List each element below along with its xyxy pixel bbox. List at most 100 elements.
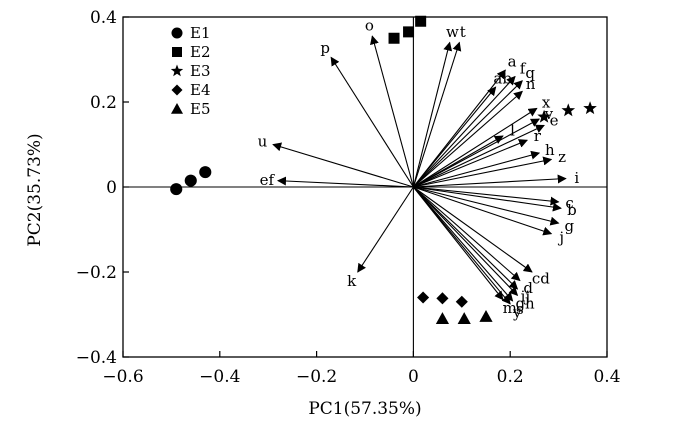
legend-label-e1: E1 bbox=[190, 24, 211, 42]
vector-arrow-s bbox=[412, 186, 514, 302]
vector-arrow-q bbox=[413, 80, 523, 188]
vector-label-ij: ij bbox=[521, 288, 530, 306]
vector-arrow-f bbox=[412, 75, 516, 188]
vector-arrow-h bbox=[413, 150, 541, 188]
vector-label-j: j bbox=[557, 228, 564, 246]
x-tick-label: 0.2 bbox=[497, 367, 524, 387]
y-axis-label: PC2(35.73%) bbox=[25, 133, 45, 246]
vector-label-n: n bbox=[526, 75, 536, 93]
x-tick-label: −0.2 bbox=[296, 367, 337, 387]
vector-arrow-n bbox=[413, 90, 523, 188]
y-tick-label: −0.4 bbox=[76, 348, 117, 368]
point-e4 bbox=[417, 291, 430, 304]
x-axis-label: PC1(57.35%) bbox=[308, 399, 421, 419]
vector-arrow-i bbox=[413, 174, 567, 188]
point-e1 bbox=[170, 183, 183, 196]
vector-label-gh: gh bbox=[515, 294, 535, 312]
vector-arrow-z bbox=[413, 156, 553, 188]
x-tick-label: 0.4 bbox=[593, 367, 620, 387]
legend-marker-e4 bbox=[171, 84, 183, 96]
legend-marker-e5 bbox=[171, 103, 183, 114]
legend-marker-e2 bbox=[172, 47, 182, 57]
vector-label-e: e bbox=[550, 112, 559, 130]
x-axis-ticks: −0.6 −0.4 −0.2 0 0.2 0.4 bbox=[102, 351, 621, 387]
vector-arrow-ab bbox=[412, 86, 497, 188]
vector-label-l: l bbox=[510, 122, 515, 140]
y-axis-ticks: −0.4 −0.2 0 0.2 0.4 bbox=[76, 8, 129, 368]
score-points bbox=[170, 15, 597, 325]
y-tick-label: −0.2 bbox=[76, 263, 117, 283]
vector-label-y: y bbox=[512, 303, 522, 321]
point-e4 bbox=[455, 295, 468, 308]
vector-label-z: z bbox=[558, 148, 566, 166]
vector-arrow-g bbox=[413, 186, 560, 226]
vector-label-u: u bbox=[258, 132, 268, 150]
vector-arrow-j bbox=[413, 186, 553, 236]
y-tick-label: 0 bbox=[106, 178, 117, 198]
y-tick-label: 0.4 bbox=[90, 8, 117, 28]
vector-label-b: b bbox=[567, 201, 577, 219]
vector-label-c: c bbox=[565, 194, 573, 212]
vector-arrow-v bbox=[413, 118, 541, 188]
vector-arrow-w bbox=[412, 41, 453, 188]
legend-marker-e3 bbox=[170, 64, 184, 77]
vector-label-t: t bbox=[460, 23, 466, 41]
point-e5 bbox=[457, 312, 471, 325]
point-e1 bbox=[184, 174, 197, 187]
point-e1 bbox=[199, 166, 212, 179]
y-tick-label: 0.2 bbox=[90, 93, 117, 113]
x-tick-label: −0.6 bbox=[102, 367, 143, 387]
vector-arrow-cd bbox=[413, 186, 533, 273]
vector-arrow-d bbox=[413, 186, 521, 282]
point-e3 bbox=[561, 103, 576, 117]
vector-arrow-u bbox=[272, 142, 414, 188]
vector-arrow-x bbox=[413, 107, 538, 188]
vector-label-g: g bbox=[564, 217, 574, 235]
vector-label-s: s bbox=[516, 300, 524, 318]
point-e5 bbox=[435, 312, 450, 325]
point-e2 bbox=[388, 32, 400, 44]
vector-arrow-c bbox=[413, 186, 560, 206]
vector-label-cd: cd bbox=[532, 269, 550, 287]
vector-arrow-ef bbox=[276, 176, 414, 188]
vector-label-p: p bbox=[320, 39, 330, 57]
vector-arrow-k bbox=[357, 186, 414, 273]
vector-label-a: a bbox=[508, 52, 517, 70]
vector-label-d: d bbox=[523, 279, 533, 297]
legend-label-e5: E5 bbox=[190, 100, 211, 118]
vector-label-q: q bbox=[525, 64, 535, 82]
vector-label-ab: ab bbox=[493, 70, 512, 88]
vector-label-ef: ef bbox=[260, 171, 276, 189]
vector-arrow-b bbox=[413, 186, 562, 212]
vector-label-f: f bbox=[520, 59, 527, 77]
vector-arrow-r bbox=[413, 139, 528, 188]
vector-arrow-ij bbox=[413, 186, 519, 290]
vector-label-i: i bbox=[574, 169, 579, 187]
vector-label-w: w bbox=[446, 23, 459, 41]
vector-label-v: v bbox=[544, 105, 554, 123]
legend-label-e3: E3 bbox=[190, 62, 211, 80]
point-e4 bbox=[436, 292, 449, 305]
vector-label-o: o bbox=[365, 17, 374, 35]
vector-arrow-y bbox=[412, 186, 511, 305]
x-tick-label: −0.4 bbox=[199, 367, 240, 387]
legend-marker-e1 bbox=[171, 27, 183, 39]
legend-label-e2: E2 bbox=[190, 43, 211, 61]
point-e5 bbox=[479, 310, 493, 322]
vector-label-r: r bbox=[534, 127, 542, 145]
vector-label-k: k bbox=[347, 272, 357, 290]
vector-label-x: x bbox=[542, 93, 551, 111]
point-e2 bbox=[403, 26, 415, 38]
vector-arrow-gh bbox=[413, 186, 519, 297]
point-e3 bbox=[537, 109, 551, 123]
vector-label-h: h bbox=[545, 141, 555, 159]
vector-arrow-p bbox=[330, 56, 414, 188]
point-e3 bbox=[583, 101, 597, 115]
point-e2 bbox=[415, 15, 427, 27]
vector-arrow-t bbox=[412, 41, 462, 188]
x-tick-label: 0 bbox=[408, 367, 419, 387]
vector-arrow-e bbox=[413, 124, 545, 188]
